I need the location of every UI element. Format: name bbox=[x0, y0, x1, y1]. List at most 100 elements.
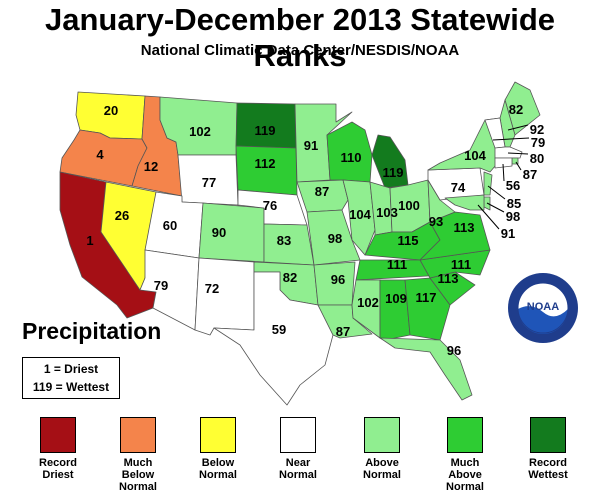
noaa-logo-text: NOAA bbox=[527, 301, 559, 313]
leader-line-connecticut bbox=[502, 163, 505, 182]
noaa-logo-icon: NOAA bbox=[508, 273, 578, 343]
rank-label-massachusetts: 80 bbox=[530, 151, 544, 166]
legend-item-above: Above Normal bbox=[342, 417, 422, 481]
state-colorado bbox=[198, 202, 265, 263]
rank-label-north-carolina: 111 bbox=[451, 257, 471, 272]
rank-label-louisiana: 87 bbox=[336, 324, 350, 339]
state-wisconsin bbox=[326, 121, 373, 183]
leader-line-rhode-island bbox=[515, 161, 522, 171]
legend-swatch-record-wettest bbox=[530, 417, 566, 453]
rank-label-idaho: 12 bbox=[144, 159, 158, 174]
leader-line-massachusetts bbox=[507, 152, 529, 155]
state-florida bbox=[379, 337, 473, 401]
rank-label-ohio: 100 bbox=[398, 198, 420, 213]
state-new-jersey bbox=[483, 171, 493, 196]
rank-label-nevada: 26 bbox=[115, 208, 129, 223]
state-missouri bbox=[306, 209, 361, 266]
legend-label-above: Above Normal bbox=[363, 457, 401, 481]
rank-label-iowa: 87 bbox=[315, 184, 329, 199]
rank-label-new-york: 104 bbox=[464, 148, 486, 163]
rank-label-oregon: 4 bbox=[96, 147, 104, 162]
state-connecticut bbox=[494, 157, 513, 169]
legend-heading: Precipitation bbox=[22, 318, 162, 344]
rank-label-oklahoma: 82 bbox=[283, 270, 297, 285]
rank-label-north-dakota: 119 bbox=[255, 123, 276, 138]
state-mississippi bbox=[351, 279, 381, 339]
rank-label-texas: 59 bbox=[272, 322, 286, 337]
legend-swatch-below bbox=[200, 417, 236, 453]
rank-label-nebraska: 76 bbox=[263, 198, 277, 213]
legend-label-below: Below Normal bbox=[199, 457, 237, 481]
rank-label-delaware: 98 bbox=[506, 209, 520, 224]
state-texas bbox=[213, 271, 334, 406]
legend-item-below: Below Normal bbox=[178, 417, 258, 481]
state-new-mexico bbox=[194, 257, 255, 336]
legend-label-near: Near Normal bbox=[279, 457, 317, 481]
rank-label-mississippi: 102 bbox=[357, 295, 379, 310]
rank-label-kansas: 83 bbox=[277, 233, 291, 248]
rank-label-california: 1 bbox=[86, 233, 93, 248]
state-maryland bbox=[444, 194, 485, 211]
rank-label-indiana: 103 bbox=[376, 205, 398, 220]
rank-label-kentucky: 115 bbox=[398, 233, 419, 248]
legend-item-much-below: Much Below Normal bbox=[98, 417, 178, 493]
map-title: January-December 2013 Statewide Ranks bbox=[44, 2, 556, 73]
rank-label-washington: 20 bbox=[104, 103, 118, 118]
rank-label-georgia: 117 bbox=[416, 290, 437, 305]
legend-swatch-much-above bbox=[447, 417, 483, 453]
rank-label-tennessee: 111 bbox=[387, 257, 407, 272]
legend-label-much-above: Much Above Normal bbox=[446, 457, 484, 493]
rank-label-illinois: 104 bbox=[349, 207, 371, 222]
rank-label-missouri: 98 bbox=[328, 231, 342, 246]
rank-key-box: 1 = Driest 119 = Wettest bbox=[22, 357, 120, 399]
legend-swatch-record-driest bbox=[40, 417, 76, 453]
state-massachusetts bbox=[494, 146, 523, 159]
leader-line-vermont bbox=[492, 137, 530, 141]
legend-item-much-above: Much Above Normal bbox=[425, 417, 505, 493]
legend-swatch-much-below bbox=[120, 417, 156, 453]
rank-label-virginia: 113 bbox=[454, 220, 475, 235]
rank-label-new-mexico: 72 bbox=[205, 281, 219, 296]
rank-label-connecticut: 56 bbox=[506, 178, 520, 193]
state-georgia bbox=[404, 277, 451, 341]
legend-item-record-driest: Record Driest bbox=[18, 417, 98, 481]
rank-label-arizona: 79 bbox=[154, 278, 168, 293]
rank-label-colorado: 90 bbox=[212, 225, 226, 240]
rank-label-pennsylvania: 74 bbox=[451, 180, 466, 195]
legend-label-much-below: Much Below Normal bbox=[119, 457, 157, 493]
state-michigan bbox=[371, 134, 409, 189]
key-wettest: 119 = Wettest bbox=[32, 380, 110, 394]
rank-label-new-hampshire: 92 bbox=[530, 122, 544, 137]
rank-label-wisconsin: 110 bbox=[341, 150, 362, 165]
leader-line-maryland bbox=[477, 204, 500, 230]
rank-label-vermont: 79 bbox=[531, 135, 545, 150]
rank-label-maryland: 91 bbox=[501, 226, 515, 241]
rank-label-utah: 60 bbox=[163, 218, 177, 233]
rank-label-wyoming: 77 bbox=[202, 175, 216, 190]
rank-label-south-dakota: 112 bbox=[255, 156, 276, 171]
rank-label-rhode-island: 87 bbox=[523, 167, 537, 182]
legend-swatch-near bbox=[280, 417, 316, 453]
rank-label-florida: 96 bbox=[447, 343, 461, 358]
rank-label-montana: 102 bbox=[189, 124, 211, 139]
key-driest: 1 = Driest bbox=[43, 362, 99, 376]
legend-item-record-wettest: Record Wettest bbox=[508, 417, 588, 481]
leader-line-new-jersey bbox=[487, 185, 506, 200]
rank-label-west-virginia: 93 bbox=[429, 214, 443, 229]
rank-label-new-jersey: 85 bbox=[507, 196, 521, 211]
rank-label-maine: 82 bbox=[509, 102, 523, 117]
rank-label-south-carolina: 113 bbox=[438, 271, 459, 286]
legend-label-record-driest: Record Driest bbox=[39, 457, 77, 481]
legend-label-record-wettest: Record Wettest bbox=[528, 457, 568, 481]
legend-item-near: Near Normal bbox=[258, 417, 338, 481]
rank-label-minnesota: 91 bbox=[304, 138, 318, 153]
leader-line-delaware bbox=[486, 202, 505, 213]
map-subtitle: National Climatic Data Center/NESDIS/NOA… bbox=[140, 42, 460, 59]
legend-swatch-above bbox=[364, 417, 400, 453]
rank-label-arkansas: 96 bbox=[331, 272, 345, 287]
state-alabama bbox=[379, 279, 411, 341]
leader-line-new-hampshire bbox=[507, 124, 529, 131]
rank-label-alabama: 109 bbox=[385, 291, 407, 306]
rank-label-michigan: 119 bbox=[383, 165, 404, 180]
